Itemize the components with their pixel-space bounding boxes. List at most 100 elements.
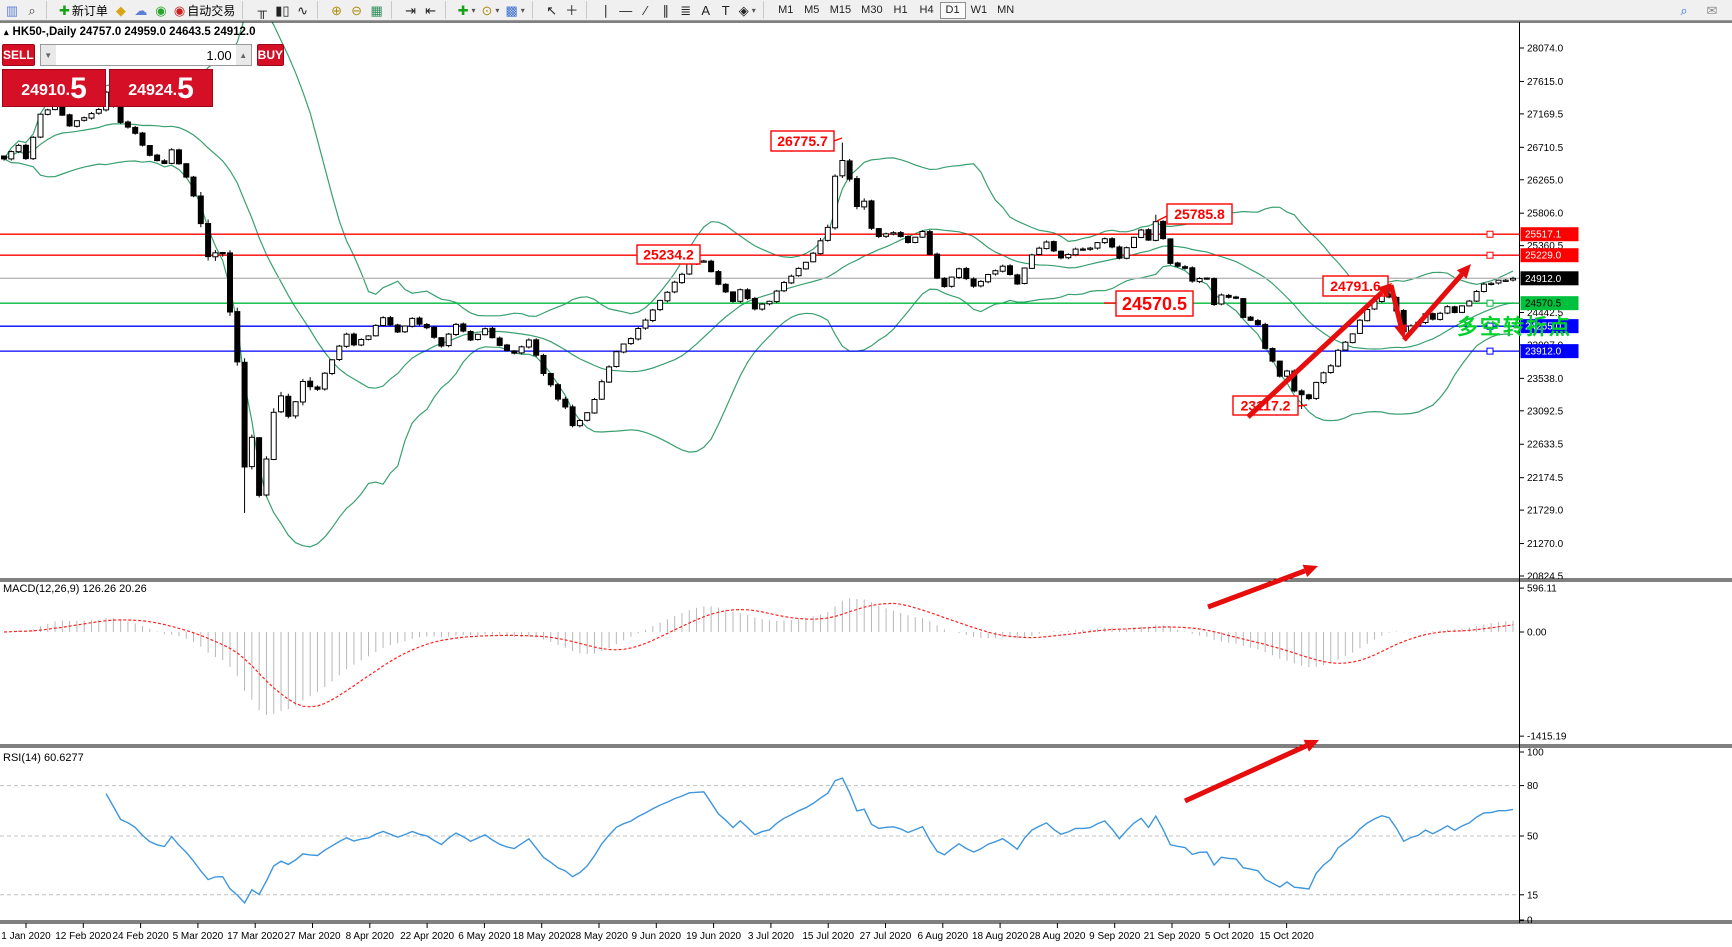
buy-price[interactable]: 24924. 5 xyxy=(109,69,213,107)
buy-button[interactable]: BUY xyxy=(256,44,285,66)
toolbar-templates-button[interactable]: ▩ ▾ xyxy=(502,1,527,19)
trend-arrow xyxy=(1183,743,1308,804)
auto-trading-label: 自动交易 xyxy=(187,3,236,18)
toolbar-market-watch-button[interactable]: ⌕ xyxy=(22,1,42,19)
timeframe-M15-button[interactable]: M15 xyxy=(825,2,856,19)
bar-chart-icon: ╥ xyxy=(257,2,267,18)
timeframe-M5-button[interactable]: M5 xyxy=(799,2,825,19)
annotation-price-label: 24791.6 xyxy=(1330,278,1381,294)
level-lines xyxy=(0,230,1519,355)
price-tick: 24442.5 xyxy=(1527,308,1564,319)
price-badge-text: 24255.0 xyxy=(1525,322,1562,333)
toolbar-chat-button[interactable]: ✉ xyxy=(1702,1,1722,19)
new-order-label: 新订单 xyxy=(71,3,108,18)
annotation-leader xyxy=(1297,404,1308,407)
date-label: 27 Jul 2020 xyxy=(860,931,912,942)
toolbar-search-button[interactable]: ⌕ xyxy=(1674,1,1694,19)
sell-price[interactable]: 24910. 5 xyxy=(2,69,106,107)
price-badge xyxy=(1520,344,1579,359)
annotation-price-label: 25785.8 xyxy=(1174,206,1225,222)
toolbar-separator xyxy=(531,1,539,19)
toolbar-cursor-button[interactable]: ↖ xyxy=(542,1,562,19)
cursor-icon: ↖ xyxy=(546,2,558,18)
volume-down-button[interactable]: ▼ xyxy=(40,45,56,65)
virtual-hosting-icon: ☁ xyxy=(134,2,148,18)
toolbar-auto-trading-button[interactable]: ◉ 自动交易 xyxy=(171,1,238,19)
toolbar-tile-windows-button[interactable]: ▦ xyxy=(367,1,387,19)
volume-input[interactable] xyxy=(55,45,236,65)
signals-icon: ◉ xyxy=(155,2,167,18)
timeframe-H4-button[interactable]: H4 xyxy=(914,2,940,19)
toolbar-text-button[interactable]: A xyxy=(696,1,716,19)
toolbar-horizontal-line-button[interactable]: ― xyxy=(616,1,636,19)
price-badge xyxy=(1520,227,1579,242)
annotation-price-label: 24570.5 xyxy=(1122,294,1187,314)
toolbar-text-label-button[interactable]: T xyxy=(716,1,736,19)
chevron-down-icon: ▾ xyxy=(495,5,500,15)
price-badge-text: 23912.0 xyxy=(1525,347,1562,358)
timeframe-W1-button[interactable]: W1 xyxy=(966,2,993,19)
toolbar-virtual-hosting-button[interactable]: ☁ xyxy=(131,1,151,19)
macd-title: MACD(12,26,9) 126.26 20.26 xyxy=(3,583,147,595)
toolbar-zoom-in-button[interactable]: ⊕ xyxy=(327,1,347,19)
vertical-line-icon: ∣ xyxy=(602,2,610,18)
trend-arrowhead xyxy=(1456,264,1471,279)
rsi-line xyxy=(105,777,1514,905)
volume-up-button[interactable]: ▲ xyxy=(235,45,251,65)
rsi-panel: 100 80 50 15 0 RSI(14) 60.6277 xyxy=(0,748,1544,927)
toolbar-fibonacci-button[interactable]: ≣ xyxy=(676,1,696,19)
timeframe-D1-button[interactable]: D1 xyxy=(939,1,966,19)
toolbar-chart-window-button[interactable]: ▥ xyxy=(2,1,22,19)
volume-stepper: ▼ ▲ xyxy=(39,44,252,66)
toolbar-signals-button[interactable]: ◉ xyxy=(151,1,171,19)
toolbar-new-order-button[interactable]: ✚ 新订单 xyxy=(56,1,111,19)
toolbar-chart-shift-button[interactable]: ⇤ xyxy=(421,1,441,19)
panel-borders xyxy=(0,21,1732,924)
arrows-icon: ◈ xyxy=(738,2,749,18)
toolbar-equidistant-channel-button[interactable]: ∥ xyxy=(656,1,676,19)
gold-icon: ◆ xyxy=(115,2,126,18)
price-tick: 26265.0 xyxy=(1527,175,1564,186)
toolbar-zoom-out-button[interactable]: ⊖ xyxy=(347,1,367,19)
toolbar-bar-chart-button[interactable]: ╥ xyxy=(252,1,272,19)
timeframe-M30-button[interactable]: M30 xyxy=(856,2,887,19)
sell-button[interactable]: SELL xyxy=(2,44,35,66)
line-chart-icon: ∿ xyxy=(297,2,309,18)
timeframe-M1-button[interactable]: M1 xyxy=(773,2,799,19)
date-label: 18 Aug 2020 xyxy=(972,931,1029,942)
one-click-trade-panel: SELL ▼ ▲ BUY 24910.5 24924.5 xyxy=(2,44,285,107)
toolbar-periods-button[interactable]: ⊙ ▾ xyxy=(479,1,503,19)
date-label: 9 Sep 2020 xyxy=(1089,931,1141,942)
tile-windows-icon: ▦ xyxy=(370,2,383,18)
toolbar-candlestick-chart-button[interactable]: ▮▯ xyxy=(272,1,292,19)
toolbar-line-chart-button[interactable]: ∿ xyxy=(293,1,313,19)
toolbar-vertical-line-button[interactable]: ∣ xyxy=(596,1,616,19)
rsi-title: RSI(14) 60.6277 xyxy=(3,752,84,764)
annotation-price-label: 25234.2 xyxy=(643,247,694,263)
timeframe-H1-button[interactable]: H1 xyxy=(888,2,914,19)
toolbar-trendline-button[interactable]: ∕ xyxy=(636,1,656,19)
trend-arrowhead xyxy=(1394,323,1407,339)
date-label: 17 Mar 2020 xyxy=(227,931,284,942)
annotations: 26775.725785.825234.224570.524791.623117… xyxy=(636,130,1572,804)
level-handle xyxy=(1486,322,1494,330)
turning-point-note: 多空转折点 xyxy=(1457,315,1572,339)
price-badge-text: 25229.0 xyxy=(1525,251,1562,262)
price-tick: 26710.5 xyxy=(1527,143,1564,154)
trend-arrowhead xyxy=(1302,564,1318,577)
buy-price-big-digit: 5 xyxy=(177,72,194,105)
toolbar-indicators-button[interactable]: ✚ ▾ xyxy=(455,1,479,19)
trend-arrow xyxy=(1207,568,1306,610)
toolbar-arrows-button[interactable]: ◈ ▾ xyxy=(736,1,759,19)
search-icon: ⌕ xyxy=(1680,2,1688,18)
candles-layer xyxy=(1,90,1516,513)
toolbar-separator xyxy=(390,1,398,19)
date-label: 5 Oct 2020 xyxy=(1205,931,1254,942)
toolbar-gold-button[interactable]: ◆ xyxy=(111,1,131,19)
toolbar-crosshair-button[interactable]: ＋ xyxy=(562,1,582,19)
timeframe-MN-button[interactable]: MN xyxy=(992,2,1019,19)
date-label: 12 Feb 2020 xyxy=(55,931,112,942)
toolbar-auto-scroll-button[interactable]: ⇥ xyxy=(401,1,421,19)
price-tick: 27169.5 xyxy=(1527,109,1564,120)
